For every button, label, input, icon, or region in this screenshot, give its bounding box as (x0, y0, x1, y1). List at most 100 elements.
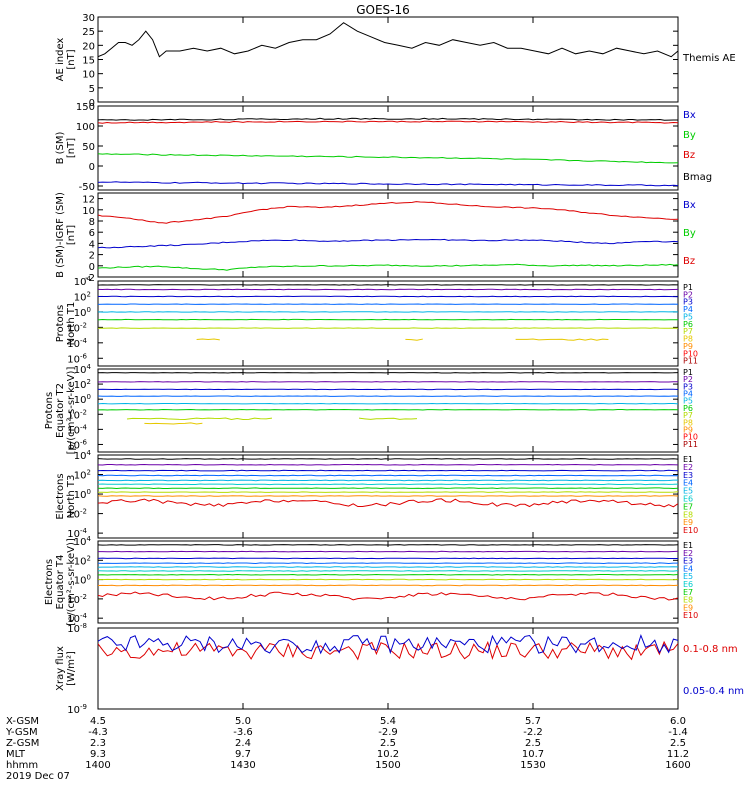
y-axis-label: North T1 (66, 302, 77, 346)
footer-value: 10.2 (377, 749, 399, 760)
footer-value: 2.5 (670, 738, 686, 749)
legend-label-P2: P2 (683, 290, 693, 299)
footer-value: 9.3 (90, 749, 106, 760)
footer-value: -1.4 (668, 727, 688, 738)
legend-label-P6: P6 (683, 404, 693, 413)
legend-label-P10: P10 (683, 433, 698, 442)
y-axis-label: [nT] (66, 49, 77, 69)
series-line-E6 (98, 570, 678, 572)
y-tick-label: 10-8 (67, 622, 87, 635)
footer-value: 5.7 (525, 716, 541, 727)
footer-row-label: 2019 Dec 07 (6, 771, 70, 782)
footer-value: 1530 (520, 760, 545, 771)
series-line-P1 (98, 371, 678, 374)
panel-2: -50 0 50 100 150 B (SM) [nT] Bx By Bz Bmag (55, 102, 712, 193)
y-tick-label: 10-4 (67, 423, 87, 436)
y-tick-label: 10-2 (67, 321, 87, 334)
footer-value: -3.6 (233, 727, 253, 738)
panel-5: 104 102 100 10-2 10-4 10-6 Protons Equator T2 [p… (44, 363, 698, 454)
y-tick-label: 100 (74, 306, 91, 319)
y-tick-label: 4 (89, 239, 95, 250)
y-tick-label: 15 (82, 56, 95, 67)
legend-label-P11: P11 (683, 357, 698, 366)
panel-1: 0 5 10 15 20 25 30 AE index [nT] Themis AE (55, 13, 736, 109)
y-tick-label: 50 (82, 142, 95, 153)
y-tick-label: 102 (74, 469, 91, 482)
y-tick-label: 104 (74, 275, 92, 288)
series-group (98, 634, 678, 661)
legend-label-P8: P8 (683, 335, 693, 344)
y-tick-label: 8 (89, 217, 95, 228)
y-tick-label: 30 (82, 13, 95, 24)
series-line-E8 (98, 578, 678, 581)
series-group (98, 284, 678, 341)
series-line-Bz (98, 120, 678, 124)
footer-value: 5.0 (235, 716, 251, 727)
legend-label-E10: E10 (683, 611, 698, 620)
y-tick-label: 10-9 (67, 703, 87, 716)
legend-label-E3: E3 (683, 471, 693, 480)
y-tick-label: -2 (85, 273, 95, 284)
y-tick-label: 25 (82, 27, 95, 38)
series-line-P8 (144, 422, 203, 425)
legend-label-Bmag: Bmag (683, 172, 712, 183)
legend-label-E1: E1 (683, 455, 693, 464)
legend-label-P8: P8 (683, 418, 693, 427)
panel-frame (97, 16, 679, 103)
y-tick-label: 0 (89, 162, 95, 173)
y-tick-label: 12 (82, 195, 95, 206)
legend-label-P9: P9 (683, 342, 693, 351)
legend-label-P4: P4 (683, 390, 693, 399)
legend-label-E6: E6 (683, 495, 693, 504)
footer-value: 5.4 (380, 716, 396, 727)
y-tick-label: 6 (89, 228, 95, 239)
legend-label-0.1-0.8 nm: 0.1-0.8 nm (683, 644, 738, 655)
legend-label-P4: P4 (683, 305, 693, 314)
legend-label-P5: P5 (683, 312, 693, 321)
y-tick-label: -50 (79, 182, 95, 193)
footer-value: -4.3 (88, 727, 108, 738)
footer-row-label: MLT (6, 749, 26, 760)
y-tick-label: 104 (74, 449, 92, 462)
legend-label-Bx: Bx (683, 110, 696, 121)
legend-label-E3: E3 (683, 557, 693, 566)
series-line-0.05-0.4 nm (98, 634, 678, 655)
y-tick-label: 100 (74, 574, 91, 587)
series-line-E9 (98, 495, 678, 497)
y-axis-label: [p/(cm²-s-sr-keV)] (66, 367, 77, 455)
legend-label-E1: E1 (683, 541, 693, 550)
legend-label-E2: E2 (683, 463, 693, 472)
footer-value: 2.3 (90, 738, 106, 749)
y-axis-label: Equator T4 (55, 555, 66, 610)
y-axis-label: North T3 (66, 475, 77, 519)
y-axis-label: Protons (55, 305, 66, 342)
y-tick-label: 0 (89, 98, 95, 109)
legend-label-E8: E8 (683, 596, 693, 605)
y-tick-label: 100 (76, 122, 95, 133)
series-line-Bx (98, 181, 678, 187)
series-line-E3 (98, 469, 678, 472)
y-axis-label: Xray flux (55, 646, 66, 691)
y-axis-label: AE index (55, 38, 66, 82)
y-axis-label: B (SM)-IGRF (SM) (55, 192, 66, 278)
footer-value: 1430 (230, 760, 255, 771)
footer-row-label: hhmm (6, 760, 38, 771)
series-line-E2 (98, 463, 678, 466)
y-tick-label: 150 (76, 102, 95, 113)
legend-label-E9: E9 (683, 518, 693, 527)
series-line-By (98, 263, 678, 271)
legend-label-E10: E10 (683, 526, 698, 535)
series-line-P4 (98, 395, 678, 397)
series-line-Bx (98, 238, 678, 249)
series-line-P8 (196, 338, 220, 341)
panel-frame (97, 540, 679, 624)
footer-value: 6.0 (670, 716, 686, 727)
series-group (98, 458, 678, 508)
y-axis-label: Equator T2 (55, 383, 66, 438)
legend-label-P7: P7 (683, 327, 693, 336)
series-line-0.1-0.8 nm (98, 640, 678, 661)
series-group (98, 201, 678, 271)
legend-label-E9: E9 (683, 603, 693, 612)
